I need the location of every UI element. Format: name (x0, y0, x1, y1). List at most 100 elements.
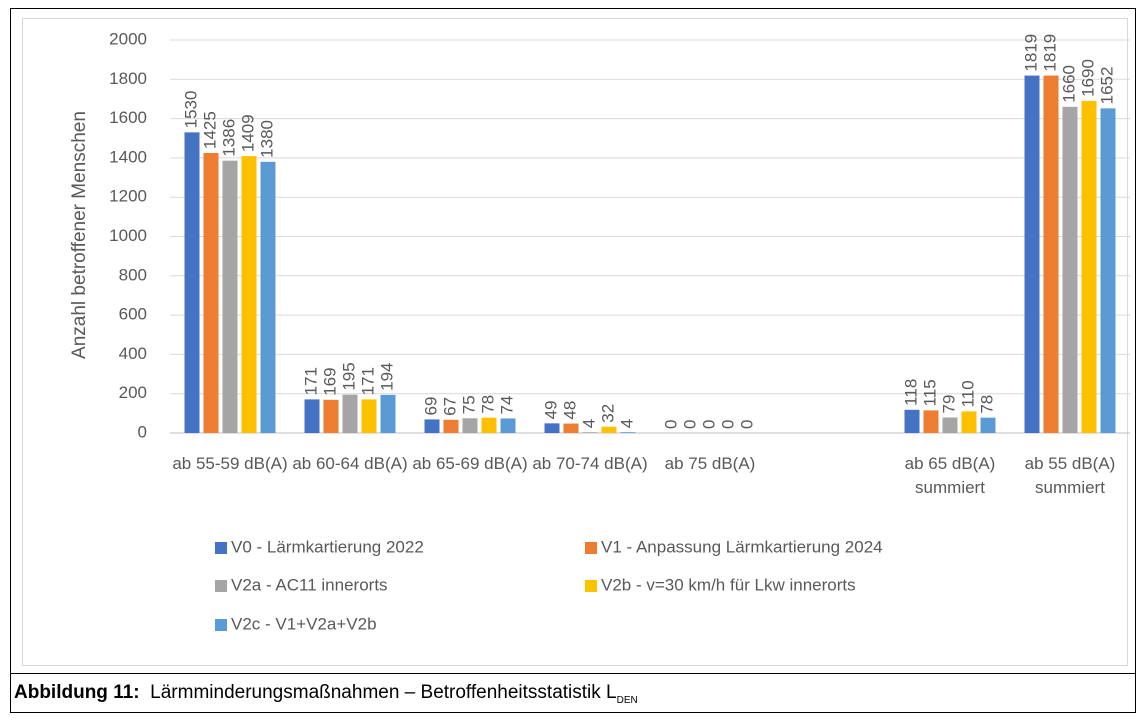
data-label: 69 (421, 397, 440, 416)
data-label: 1380 (257, 120, 276, 158)
y-tick-label: 0 (138, 422, 147, 441)
bar (923, 410, 939, 433)
data-label: 4 (579, 419, 598, 428)
bar (222, 160, 238, 433)
legend-swatch (215, 619, 227, 631)
bar (462, 418, 478, 433)
y-axis-title: Anzahl betroffener Menschen (69, 111, 90, 359)
chart-area (22, 18, 1128, 666)
data-label: 4 (617, 419, 636, 428)
legend-label: V2a - AC11 innerorts (231, 575, 388, 594)
data-label: 118 (901, 379, 920, 406)
legend-label: V2c - V1+V2a+V2b (231, 614, 377, 633)
data-label: 194 (377, 363, 396, 391)
bar (203, 152, 219, 434)
y-tick-label: 200 (119, 383, 147, 402)
data-label: 32 (598, 404, 617, 423)
y-tick-label: 800 (119, 265, 147, 284)
data-label: 1690 (1078, 59, 1097, 97)
y-tick-label: 1400 (109, 147, 147, 166)
data-label: 74 (497, 396, 516, 415)
bar (582, 432, 598, 433)
data-label: 1425 (200, 111, 219, 149)
data-label: 1652 (1097, 67, 1116, 105)
x-tick-label: ab 75 dB(A) (664, 454, 756, 473)
legend-label: V2b - v=30 km/h für Lkw innerorts (601, 575, 856, 594)
data-label: 1530 (181, 91, 200, 129)
caption-subscript: DEN (616, 694, 638, 706)
legend-swatch (215, 542, 227, 554)
y-tick-label: 1800 (109, 69, 147, 88)
caption-text: Lärmminderungsmaßnahmen – Betroffenheits… (150, 682, 617, 703)
data-label: 169 (320, 367, 339, 395)
bar (1024, 75, 1040, 433)
bar (1043, 75, 1059, 433)
x-tick-label: ab 60-64 dB(A) (292, 454, 408, 473)
caption: Abbildung 11: Lärmminderungsmaßnahmen – … (10, 673, 1136, 713)
bar (424, 419, 440, 433)
y-tick-label: 1600 (109, 108, 147, 127)
data-label: 1409 (238, 114, 257, 152)
data-label: 115 (920, 379, 939, 406)
bar (1081, 100, 1097, 433)
y-tick-label: 600 (119, 305, 147, 324)
bar (443, 419, 459, 433)
data-label: 171 (301, 367, 320, 395)
bar (500, 418, 516, 433)
data-label: 1819 (1021, 34, 1040, 72)
bar (601, 426, 617, 433)
data-label: 1660 (1059, 65, 1078, 103)
data-label: 67 (440, 397, 459, 416)
legend-swatch (585, 580, 597, 592)
data-label: 78 (977, 395, 996, 414)
bar (904, 409, 920, 433)
data-label: 79 (939, 395, 958, 414)
bar (980, 417, 996, 433)
x-tick-label: ab 65-69 dB(A) (412, 454, 528, 473)
bar (241, 156, 257, 433)
bar (342, 394, 358, 433)
data-label: 0 (680, 420, 699, 429)
bar (544, 423, 560, 433)
legend-swatch (215, 580, 227, 592)
bar (563, 423, 579, 433)
data-label: 1819 (1040, 34, 1059, 72)
data-label: 1386 (219, 119, 238, 157)
y-tick-label: 2000 (109, 29, 147, 48)
bar (304, 399, 320, 433)
y-tick-label: 400 (119, 344, 147, 363)
legend-swatch (585, 542, 597, 554)
x-tick-label: ab 55 dB(A) summiert (1024, 454, 1116, 497)
bar (323, 399, 339, 433)
bar (380, 394, 396, 433)
data-label: 110 (958, 380, 977, 407)
bar (260, 161, 276, 433)
bar (184, 132, 200, 434)
data-label: 48 (560, 401, 579, 420)
data-label: 75 (459, 395, 478, 414)
bar (481, 417, 497, 433)
data-label: 0 (661, 420, 680, 429)
data-label: 78 (478, 395, 497, 414)
y-tick-label: 1200 (109, 187, 147, 206)
data-label: 0 (718, 420, 737, 429)
legend-label: V0 - Lärmkartierung 2022 (231, 537, 424, 556)
bar (361, 399, 377, 433)
bar (942, 417, 958, 433)
data-label: 195 (339, 362, 358, 390)
data-label: 49 (541, 400, 560, 419)
bar (1062, 106, 1078, 433)
data-label: 0 (737, 420, 756, 429)
caption-label: Abbildung 11: (14, 682, 140, 703)
x-tick-label: ab 70-74 dB(A) (532, 454, 648, 473)
y-tick-label: 1000 (109, 226, 147, 245)
bar (961, 411, 977, 433)
legend-label: V1 - Anpassung Lärmkartierung 2024 (601, 537, 883, 556)
x-tick-label: ab 55-59 dB(A) (172, 454, 288, 473)
bar (620, 432, 636, 433)
data-label: 0 (699, 420, 718, 429)
bar (1100, 108, 1116, 433)
x-tick-label: ab 65 dB(A) summiert (904, 454, 996, 497)
